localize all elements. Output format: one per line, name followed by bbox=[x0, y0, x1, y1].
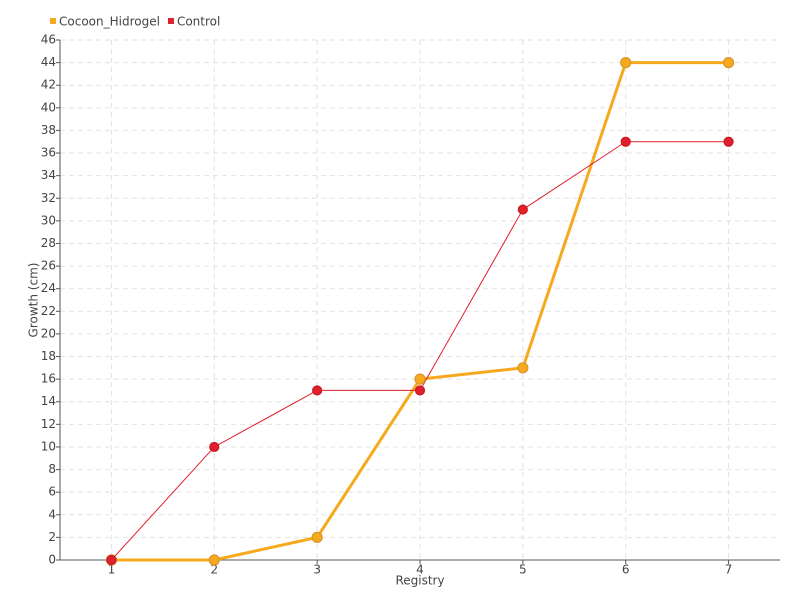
data-point bbox=[414, 385, 426, 396]
legend-label: Cocoon_Hidrogel bbox=[59, 15, 160, 29]
data-point bbox=[517, 204, 528, 215]
x-tick-label: 5 bbox=[519, 563, 527, 577]
data-point bbox=[312, 385, 323, 396]
y-tick-label: 30 bbox=[41, 213, 56, 227]
y-tick-label: 20 bbox=[41, 326, 56, 340]
data-point bbox=[722, 57, 735, 69]
x-tick-label: 4 bbox=[416, 563, 424, 577]
y-tick-label: 8 bbox=[48, 462, 56, 476]
data-point bbox=[209, 441, 220, 453]
legend-swatch bbox=[50, 18, 56, 24]
data-point bbox=[414, 373, 426, 385]
x-axis-label: Registry bbox=[395, 574, 444, 588]
legend-label: Control bbox=[177, 15, 220, 29]
x-tick-label: 1 bbox=[108, 563, 116, 577]
y-tick-label: 12 bbox=[41, 417, 56, 431]
y-axis-label: Growth (cm) bbox=[27, 263, 41, 338]
data-point bbox=[620, 57, 632, 69]
data-point bbox=[620, 136, 631, 147]
y-tick-label: 6 bbox=[48, 485, 56, 499]
y-tick-label: 28 bbox=[41, 236, 56, 250]
x-tick-label: 6 bbox=[622, 563, 630, 577]
legend-swatch bbox=[167, 18, 174, 24]
y-tick-label: 42 bbox=[41, 78, 56, 92]
y-tick-label: 46 bbox=[41, 33, 56, 47]
y-tick-label: 38 bbox=[41, 123, 56, 137]
x-tick-label: 2 bbox=[210, 563, 218, 577]
y-tick-label: 34 bbox=[41, 168, 56, 182]
y-tick-label: 10 bbox=[41, 439, 56, 453]
y-tick-label: 24 bbox=[41, 281, 56, 295]
data-point bbox=[517, 362, 529, 374]
y-tick-label: 14 bbox=[41, 394, 56, 408]
y-tick-label: 2 bbox=[48, 530, 56, 544]
data-point bbox=[723, 136, 734, 147]
y-tick-label: 44 bbox=[41, 55, 56, 69]
y-tick-label: 32 bbox=[41, 191, 56, 205]
data-point bbox=[208, 554, 220, 566]
y-tick-label: 0 bbox=[48, 553, 56, 567]
y-tick-label: 18 bbox=[41, 349, 56, 363]
x-tick-label: 7 bbox=[725, 563, 733, 577]
x-tick-label: 3 bbox=[313, 563, 321, 577]
y-tick-label: 36 bbox=[41, 146, 56, 160]
y-tick-label: 16 bbox=[41, 372, 56, 386]
y-tick-label: 4 bbox=[48, 507, 56, 521]
y-tick-label: 22 bbox=[41, 304, 56, 318]
y-tick-label: 26 bbox=[41, 259, 56, 273]
data-point bbox=[311, 531, 323, 543]
grid bbox=[60, 39, 780, 560]
y-tick-label: 40 bbox=[41, 100, 56, 114]
data-point bbox=[106, 554, 117, 566]
